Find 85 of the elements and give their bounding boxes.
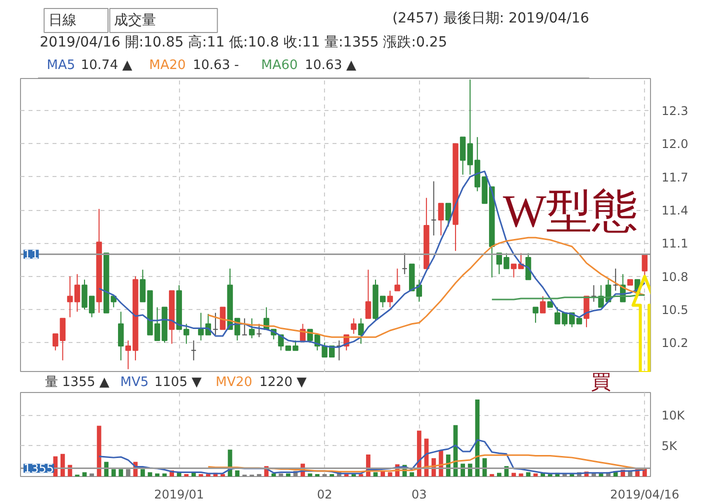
candlestick	[612, 268, 618, 292]
candlestick	[554, 306, 560, 324]
x-tick-label: 2019/04/16	[610, 488, 680, 502]
bar	[518, 473, 524, 476]
candlestick	[336, 340, 342, 361]
candlestick	[350, 318, 357, 334]
bar	[475, 400, 480, 476]
bar	[126, 469, 130, 476]
candlestick	[540, 296, 546, 314]
text: 量 1355 ▲	[45, 375, 110, 390]
text: MA5	[46, 58, 76, 73]
candlestick	[438, 202, 444, 236]
bar	[82, 472, 87, 476]
candlestick	[445, 202, 452, 228]
candlestick	[248, 318, 255, 339]
candlestick	[365, 269, 372, 319]
candlestick	[212, 312, 218, 336]
text: MV20	[216, 375, 252, 390]
y-tick-label: 10.5	[662, 303, 688, 317]
annotation: 買	[591, 372, 611, 394]
text: 1105 ▼	[154, 375, 202, 390]
candlestick	[358, 318, 364, 344]
text: MV5	[120, 375, 149, 390]
text: 1220 ▼	[259, 375, 307, 390]
bar	[526, 472, 530, 476]
bar	[373, 472, 378, 476]
y-tick-label: 10K	[662, 408, 686, 422]
bar	[271, 473, 276, 476]
bar	[235, 470, 240, 476]
y-tick-label: 11.1	[662, 236, 688, 251]
ref-line-label: 1355	[24, 462, 54, 476]
bar	[533, 473, 538, 476]
candlestick	[532, 306, 538, 324]
line-series	[98, 439, 646, 474]
bar	[162, 473, 167, 476]
text: (2457) 最後日期: 2019/04/16	[392, 10, 590, 26]
bar	[278, 473, 284, 476]
text: MA60	[261, 58, 298, 73]
bar	[482, 458, 487, 476]
bar	[111, 469, 116, 476]
text: MA20	[149, 58, 186, 73]
text: 2019/04/16 開:10.85 高:11 低:10.8 收:11 量:1355 漲跌:0.25	[40, 34, 448, 50]
y-tick-label: 5K	[662, 438, 678, 453]
text: 10.74 ▲	[80, 58, 132, 73]
candlestick	[220, 306, 226, 330]
bar	[416, 430, 422, 476]
bar	[140, 469, 145, 476]
candlestick	[402, 252, 408, 275]
x-tick-label: 03	[412, 488, 427, 502]
y-tick-label: 12.3	[662, 104, 688, 118]
y-tick-label: 11.7	[662, 170, 688, 184]
bar	[410, 472, 414, 476]
bar	[118, 469, 124, 476]
x-tick-label: 02	[316, 488, 332, 502]
text: 10.63 ▲	[304, 58, 356, 73]
candlestick	[118, 311, 124, 361]
text: 10.63 -	[192, 58, 240, 73]
text: 成交量	[114, 12, 156, 28]
y-tick-label: 12.0	[662, 137, 688, 152]
bar	[512, 472, 516, 476]
bar	[308, 473, 312, 476]
candlestick	[430, 180, 437, 236]
y-tick-label: 10.8	[662, 270, 688, 284]
line-series	[207, 454, 646, 472]
annotation: W型態	[502, 185, 638, 236]
bar	[148, 472, 152, 476]
x-tick-label: 2019/01	[154, 488, 204, 502]
y-tick-label: 10.2	[662, 336, 688, 350]
candlestick	[642, 254, 648, 277]
candlestick	[256, 323, 262, 338]
bar	[388, 472, 392, 476]
candlestick	[590, 284, 597, 302]
bar	[497, 472, 502, 476]
candlestick	[190, 340, 197, 361]
candlestick	[242, 318, 248, 336]
bar	[286, 473, 290, 476]
y-tick-label: 11.4	[662, 204, 688, 218]
bar	[60, 454, 65, 476]
text: 日線	[48, 12, 76, 28]
bar	[155, 473, 160, 476]
candlestick	[387, 290, 393, 308]
candlestick	[394, 268, 400, 292]
bar	[90, 473, 94, 476]
bar	[96, 426, 102, 476]
ref-line-label: 11	[24, 248, 39, 262]
